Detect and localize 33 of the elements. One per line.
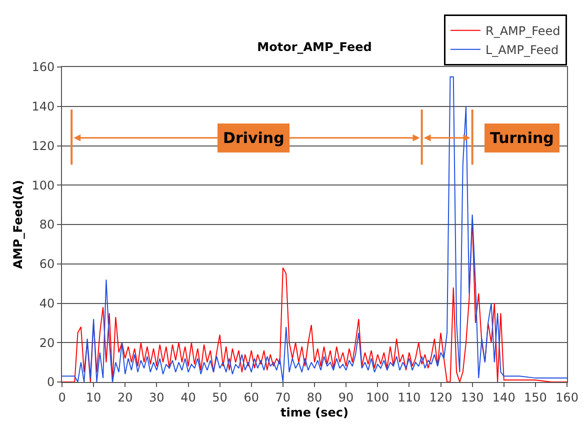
y-tick-label: 120 [32,138,55,153]
x-tick-label: 30 [149,390,164,404]
y-axis-title: AMP_Feed(A) [10,180,25,269]
y-tick-label: 40 [39,296,55,310]
annotation: Turning [490,129,554,147]
annotation: Driving [223,129,284,147]
y-tick-label: 80 [39,218,55,232]
x-tick-label: 80 [306,390,322,404]
y-tick-label: 140 [32,100,55,114]
x-tick-label: 130 [460,390,484,404]
x-tick-label: 100 [366,390,390,404]
x-tick-label: 10 [86,390,102,404]
x-tick-label: 40 [180,390,196,404]
x-tick-label: 60 [244,390,260,404]
x-tick-label: 120 [429,390,452,404]
legend-label: R_AMP_Feed [486,24,560,38]
x-tick-label: 110 [398,390,421,404]
y-tick-label: 0 [46,375,55,390]
x-tick-label: 140 [492,390,516,404]
x-tick-label: 150 [524,390,547,404]
x-tick-label: 20 [117,390,133,404]
legend-label: L_AMP_Feed [486,43,559,58]
y-tick-label: 60 [39,257,55,272]
y-tick-label: 160 [32,60,55,74]
x-tick-label: 70 [275,390,291,404]
x-tick-label: 50 [212,390,228,404]
x-tick-label: 0 [58,390,66,404]
x-tick-label: 90 [338,390,354,404]
y-tick-label: 20 [39,336,55,350]
chart-title: Motor_AMP_Feed [257,40,372,54]
x-axis-title: time (sec) [280,405,349,420]
x-tick-label: 160 [556,390,578,404]
y-tick-label: 100 [32,178,55,192]
